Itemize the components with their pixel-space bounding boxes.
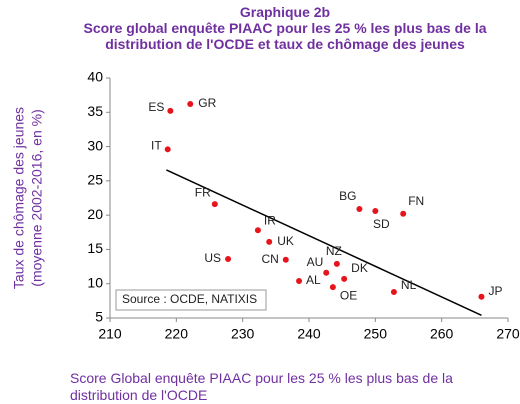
- point: [372, 208, 379, 215]
- point: [329, 284, 336, 291]
- point: [390, 288, 397, 295]
- point: [225, 256, 232, 263]
- x-tick-label: 230: [231, 326, 255, 342]
- x-tick-label: 260: [430, 326, 454, 342]
- point: [400, 210, 407, 217]
- x-tick-label: 250: [364, 326, 388, 342]
- annotation: Source : OCDE, NATIXIS: [122, 292, 257, 306]
- point-label: ES: [148, 100, 164, 114]
- point-label: IT: [151, 138, 162, 152]
- y-axis-label: Taux de chômage des jeunes: [11, 107, 27, 289]
- trendline: [166, 169, 482, 316]
- chart-subtitle: Score global enquête PIAAC pour les 25 %…: [83, 20, 487, 52]
- point: [282, 256, 289, 263]
- annotation-box: [115, 289, 267, 311]
- y-tick-label: 10: [87, 274, 103, 290]
- point: [333, 260, 340, 267]
- point-label: NL: [401, 278, 417, 292]
- point-label: AU: [307, 255, 324, 269]
- point-label: FR: [195, 185, 211, 199]
- point-label: UK: [277, 234, 294, 248]
- x-tick-label: 210: [98, 326, 122, 342]
- point-label: AL: [306, 273, 321, 287]
- point: [323, 269, 330, 276]
- y-tick-label: 25: [87, 172, 103, 188]
- x-tick-label: 240: [297, 326, 321, 342]
- point: [211, 201, 218, 208]
- x-tick-label: 220: [165, 326, 189, 342]
- y-tick-label: 15: [87, 240, 103, 256]
- chart-title: Graphique 2b: [239, 4, 331, 20]
- point: [266, 238, 273, 245]
- point-label: SD: [373, 217, 390, 231]
- y-axis-label: (moyenne 2002-2016, en %): [29, 109, 45, 286]
- point-label: JP: [488, 284, 502, 298]
- point: [341, 275, 348, 282]
- point: [164, 146, 171, 153]
- y-tick-label: 40: [87, 69, 103, 85]
- point-label: IR: [264, 213, 276, 227]
- y-tick-label: 20: [87, 206, 103, 222]
- point: [254, 227, 261, 234]
- x-tick-label: 270: [496, 326, 520, 342]
- point-label: US: [204, 251, 221, 265]
- point: [167, 107, 174, 114]
- point-label: OE: [340, 288, 357, 302]
- y-tick-label: 35: [87, 103, 103, 119]
- point-label: GR: [198, 96, 216, 110]
- point-label: DK: [351, 261, 368, 275]
- point-label: CN: [261, 252, 278, 266]
- y-tick-label: 30: [87, 137, 103, 153]
- point-label: BG: [339, 189, 356, 203]
- point: [356, 205, 363, 212]
- point: [478, 293, 485, 300]
- point: [296, 277, 303, 284]
- point-label: FN: [408, 194, 424, 208]
- y-tick-label: 5: [95, 309, 103, 325]
- point: [187, 101, 194, 108]
- point-label: NZ: [326, 244, 342, 258]
- x-axis-label: Score Global enquête PIAAC pour les 25 %…: [70, 370, 453, 403]
